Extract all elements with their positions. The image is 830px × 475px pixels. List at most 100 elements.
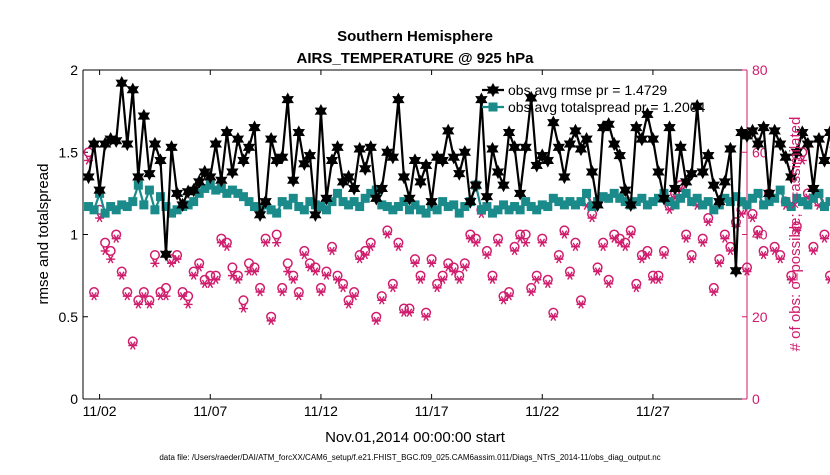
chart-title: Southern Hemisphere <box>337 28 493 45</box>
data-point-asterisk <box>267 317 276 325</box>
data-point-square <box>516 206 524 214</box>
data-point-asterisk <box>687 255 696 263</box>
data-point-hexagram <box>719 175 730 188</box>
data-point-asterisk <box>316 288 325 296</box>
data-point-asterisk <box>278 288 287 296</box>
data-point-asterisk <box>770 247 779 255</box>
data-point-asterisk <box>300 251 309 259</box>
x-tick-label: 11/07 <box>193 403 227 419</box>
data-point-square <box>826 198 830 206</box>
data-point-hexagram <box>365 141 376 154</box>
data-point-hexagram <box>813 133 824 146</box>
data-point-circle <box>283 259 292 268</box>
data-point-asterisk <box>654 276 663 284</box>
data-point-asterisk <box>272 239 281 247</box>
data-point-square <box>140 201 148 209</box>
data-point-asterisk <box>604 280 613 288</box>
data-point-hexagram <box>415 175 426 188</box>
data-point-asterisk <box>599 243 608 251</box>
data-point-hexagram <box>653 165 664 178</box>
data-point-asterisk <box>112 235 121 243</box>
data-point-hexagram <box>249 121 260 134</box>
data-point-square <box>334 189 342 197</box>
data-point-asterisk <box>588 214 597 222</box>
data-point-asterisk <box>256 288 265 296</box>
data-point-asterisk <box>394 243 403 251</box>
data-point-asterisk <box>460 264 469 272</box>
data-point-asterisk <box>516 235 525 243</box>
data-point-hexagram <box>586 165 597 178</box>
data-point-asterisk <box>698 239 707 247</box>
data-point-square <box>90 206 98 214</box>
data-point-square <box>289 194 297 202</box>
data-point-circle <box>239 296 248 305</box>
y-tick-label-right: 0 <box>752 391 760 407</box>
data-point-hexagram <box>509 141 520 154</box>
data-point-asterisk <box>150 259 159 267</box>
data-point-hexagram <box>144 167 155 180</box>
data-point-square <box>433 206 441 214</box>
data-point-circle <box>151 251 160 260</box>
data-point-asterisk <box>510 247 519 255</box>
data-point-asterisk <box>626 231 635 239</box>
data-point-circle <box>521 230 530 239</box>
data-point-hexagram <box>548 116 559 129</box>
data-point-asterisk <box>471 239 480 247</box>
data-point-square <box>145 186 153 194</box>
data-point-square <box>151 206 159 214</box>
data-point-square <box>544 203 552 211</box>
data-point-asterisk <box>482 251 491 259</box>
data-point-asterisk <box>377 296 386 304</box>
data-point-asterisk <box>339 284 348 292</box>
data-point-hexagram <box>775 138 786 151</box>
data-point-asterisk <box>433 284 442 292</box>
data-point-asterisk <box>499 296 508 304</box>
data-point-hexagram <box>675 141 686 154</box>
data-point-asterisk <box>366 243 375 251</box>
data-point-hexagram <box>824 126 830 139</box>
x-tick-label: 11/27 <box>636 403 670 419</box>
data-point-hexagram <box>127 83 138 96</box>
data-point-asterisk <box>682 235 691 243</box>
data-point-hexagram <box>697 165 708 178</box>
data-point-hexagram <box>393 93 404 106</box>
data-point-asterisk <box>350 292 359 300</box>
data-point-asterisk <box>438 276 447 284</box>
data-point-asterisk <box>632 284 641 292</box>
data-point-square <box>273 209 281 217</box>
data-point-asterisk <box>411 259 420 267</box>
x-tick-label: 11/02 <box>83 403 117 419</box>
data-point-asterisk <box>748 214 757 222</box>
data-point-hexagram <box>360 162 371 175</box>
data-point-asterisk <box>449 268 458 276</box>
data-point-hexagram <box>454 167 465 180</box>
data-point-hexagram <box>553 141 564 154</box>
legend-label: obs avg totalspread pr = 1.2004 <box>508 99 706 115</box>
data-point-asterisk <box>261 239 270 247</box>
data-point-asterisk <box>123 292 132 300</box>
data-point-asterisk <box>90 292 99 300</box>
data-point-square <box>583 189 591 197</box>
data-point-asterisk <box>388 284 397 292</box>
data-point-hexagram <box>354 142 365 155</box>
data-point-hexagram <box>581 133 592 146</box>
data-point-asterisk <box>577 301 586 309</box>
data-point-square <box>300 206 308 214</box>
y-tick-label-left: 1.5 <box>59 144 79 160</box>
data-point-asterisk <box>538 239 547 247</box>
data-point-asterisk <box>527 288 536 296</box>
data-point-hexagram <box>293 126 304 139</box>
data-point-asterisk <box>532 276 541 284</box>
data-point-asterisk <box>820 235 829 243</box>
data-file-footer: data file: /Users/raeder/DAI/ATM_forcXX/… <box>159 453 660 462</box>
data-point-hexagram <box>498 179 509 192</box>
data-point-hexagram <box>487 142 498 155</box>
x-tick-label: 11/12 <box>304 403 338 419</box>
data-point-hexagram <box>238 154 249 167</box>
data-point-hexagram <box>708 179 719 192</box>
data-point-hexagram <box>160 248 171 261</box>
data-point-hexagram <box>819 154 830 167</box>
data-point-hexagram <box>564 138 575 151</box>
data-point-asterisk <box>145 301 154 309</box>
